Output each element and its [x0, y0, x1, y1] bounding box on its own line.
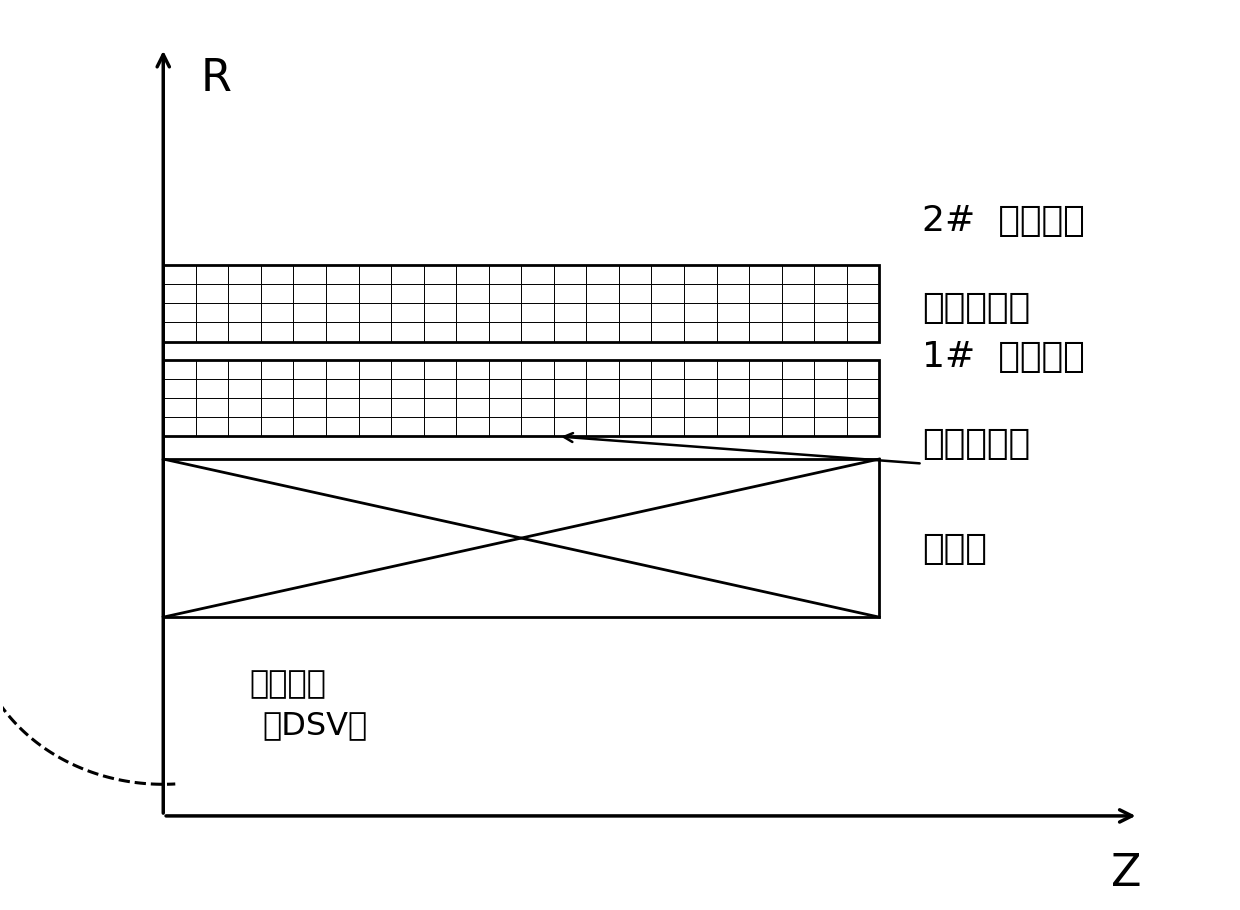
Text: 2#  匀场线圈: 2# 匀场线圈 [923, 205, 1085, 238]
Text: R: R [201, 57, 232, 100]
Bar [164, 459, 879, 617]
Text: 成像区域: 成像区域 [249, 670, 326, 701]
Text: Z: Z [1111, 852, 1141, 895]
Text: 1#  匀场线圈: 1# 匀场线圈 [923, 340, 1085, 374]
Bar [164, 359, 879, 437]
Text: 预布置区域: 预布置区域 [923, 427, 1030, 460]
Text: 预布置区域: 预布置区域 [923, 291, 1030, 325]
Text: （DSV）: （DSV） [262, 710, 367, 741]
Bar [164, 265, 879, 341]
Text: 主磁体: 主磁体 [923, 532, 987, 566]
